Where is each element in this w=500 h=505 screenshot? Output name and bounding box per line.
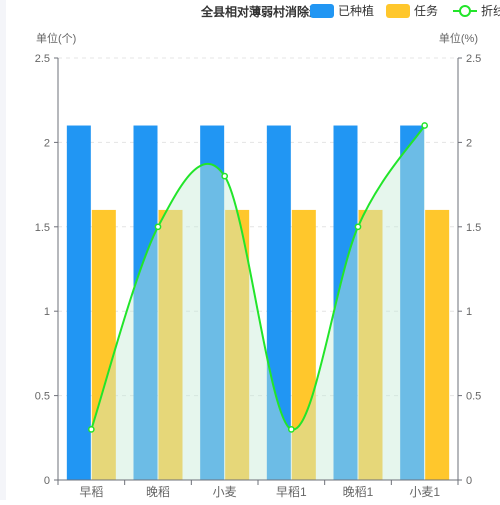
- line-point: [221, 172, 229, 180]
- y-tick-label-right: 2.5: [466, 53, 481, 65]
- bar: [358, 209, 383, 481]
- legend: 已种植 任务 折线: [310, 3, 500, 18]
- bar: [400, 125, 425, 481]
- y-tick-label-right: 2: [466, 137, 472, 149]
- y-tick-label-left: 0.5: [35, 391, 50, 403]
- axes: 0 0.5 1 1.5 2 2.5 0 0.5 1 1.5 2 2.5 早稻 晚稻 小麦 早稻1 晚稻1 小麦1: [35, 53, 482, 499]
- y-tick-label-right: 0.5: [466, 391, 481, 403]
- bar: [266, 125, 291, 481]
- bar: [333, 125, 358, 481]
- y-tick-label-right: 1.5: [466, 222, 481, 234]
- bar: [291, 209, 316, 481]
- x-tick-label: 小麦1: [409, 485, 440, 499]
- x-tick-label: 晚稻: [146, 485, 170, 499]
- bar: [425, 209, 450, 481]
- line-point: [354, 223, 362, 231]
- y-tick-label-left: 1: [44, 306, 50, 318]
- legend-swatch: [459, 5, 471, 17]
- legend-label: 折线: [481, 3, 500, 18]
- line-series: [87, 122, 429, 481]
- y-axis-label-left: 单位(个): [36, 31, 76, 45]
- y-tick-label-right: 1: [466, 306, 472, 318]
- x-tick-label: 早稻: [79, 485, 103, 499]
- line-point: [87, 426, 95, 433]
- bar: [66, 125, 91, 481]
- chart-title: 全县相对薄弱村消除进程: [200, 4, 333, 19]
- y-tick-label-left: 2.5: [35, 53, 50, 65]
- bar: [91, 209, 116, 481]
- line-point: [154, 223, 162, 231]
- bar-series: [66, 125, 450, 481]
- y-tick-label-left: 1.5: [35, 222, 50, 234]
- x-tick-label: 早稻1: [276, 485, 307, 499]
- bar: [200, 125, 225, 481]
- legend-label: 任务: [414, 3, 438, 18]
- y-tick-label-left: 2: [44, 137, 50, 149]
- x-tick-label: 晚稻1: [343, 485, 374, 499]
- bar: [133, 125, 158, 481]
- left-edge-strip: [0, 0, 6, 500]
- legend-swatch: [310, 4, 334, 18]
- line-area: [91, 125, 425, 481]
- line-point: [421, 122, 429, 129]
- y-axis-label-right: 单位(%): [439, 31, 478, 45]
- line-point: [287, 426, 295, 433]
- x-tick-label: 小麦: [213, 485, 237, 499]
- legend-label: 已种植: [338, 3, 374, 18]
- y-tick-label-right: 0: [466, 475, 472, 487]
- y-tick-label-left: 0: [44, 475, 50, 487]
- bar: [158, 209, 183, 481]
- bar: [225, 209, 250, 481]
- legend-swatch: [386, 4, 410, 18]
